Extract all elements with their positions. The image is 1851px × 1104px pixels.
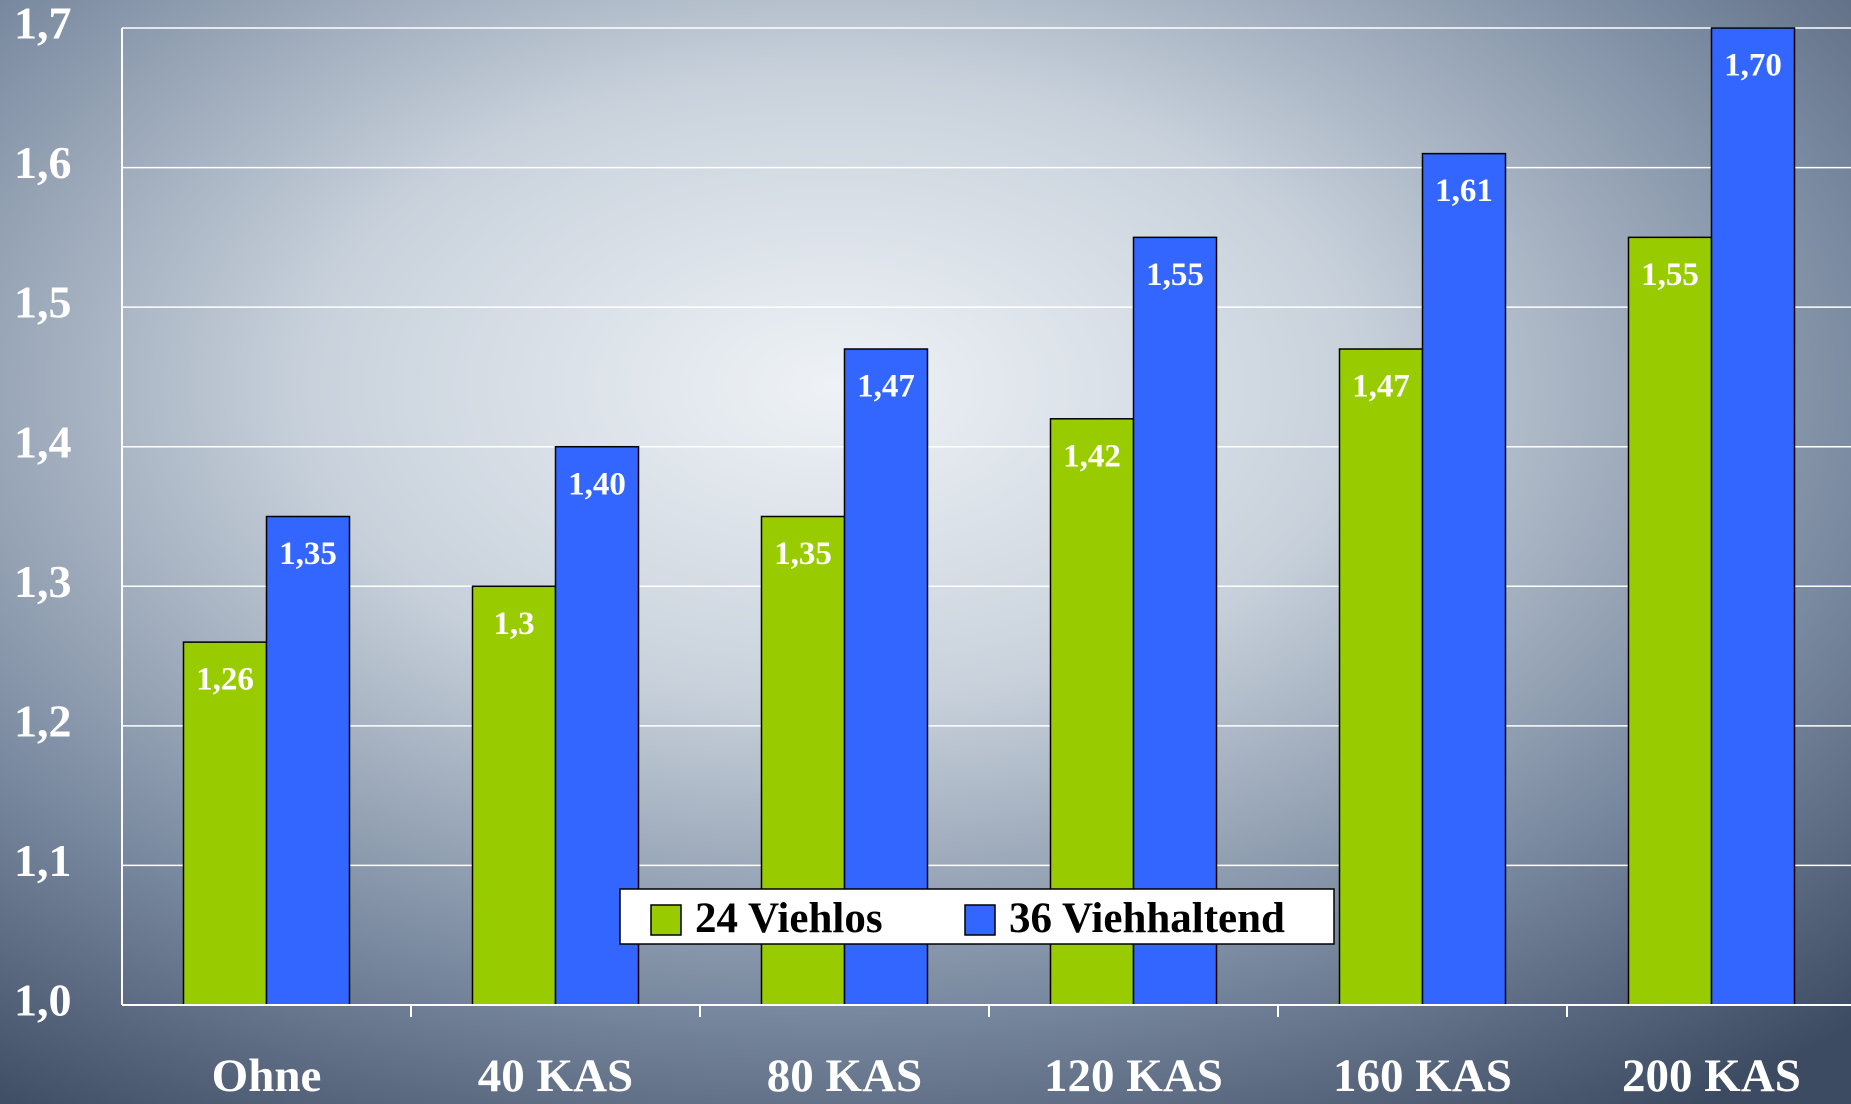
x-tick-label: 120 KAS (1044, 1050, 1223, 1102)
legend-label: 36 Viehhaltend (1009, 895, 1285, 942)
bar (1338, 348, 1424, 1006)
y-tick-label: 1,5 (14, 277, 72, 328)
bar (471, 585, 557, 1006)
bar (1421, 152, 1507, 1006)
y-tick-label: 1,7 (14, 0, 72, 49)
x-tick-label: 40 KAS (478, 1050, 633, 1102)
y-tick-label: 1,3 (14, 556, 72, 607)
y-tick-label: 1,6 (14, 137, 72, 188)
bar (1710, 27, 1796, 1006)
data-label: 1,26 (196, 662, 254, 698)
data-label: 1,55 (1641, 257, 1699, 293)
y-tick-label: 1,0 (14, 975, 72, 1026)
data-label: 1,40 (568, 466, 626, 502)
x-tick-label: 80 KAS (767, 1050, 922, 1102)
bar (265, 515, 351, 1006)
y-tick-label: 1,4 (14, 416, 72, 467)
x-tick-label: Ohne (212, 1050, 322, 1102)
data-label: 1,3 (493, 606, 534, 642)
x-tick-label: 160 KAS (1333, 1050, 1512, 1102)
legend-swatch (964, 904, 996, 936)
bar (1627, 236, 1713, 1006)
data-label: 1,47 (857, 369, 915, 405)
data-label: 1,47 (1352, 369, 1410, 405)
data-label: 1,35 (774, 536, 832, 572)
y-tick-label: 1,1 (14, 835, 72, 886)
legend-swatch (650, 904, 682, 936)
data-label: 1,35 (279, 536, 337, 572)
bar (1132, 236, 1218, 1006)
data-label: 1,61 (1435, 173, 1493, 209)
data-label: 1,55 (1146, 257, 1204, 293)
data-label: 1,70 (1724, 48, 1782, 84)
x-tick-label: 200 KAS (1622, 1050, 1801, 1102)
bar (182, 641, 268, 1006)
y-tick-label: 1,2 (14, 695, 72, 746)
data-label: 1,42 (1063, 438, 1121, 474)
legend-label: 24 Viehlos (695, 895, 883, 942)
